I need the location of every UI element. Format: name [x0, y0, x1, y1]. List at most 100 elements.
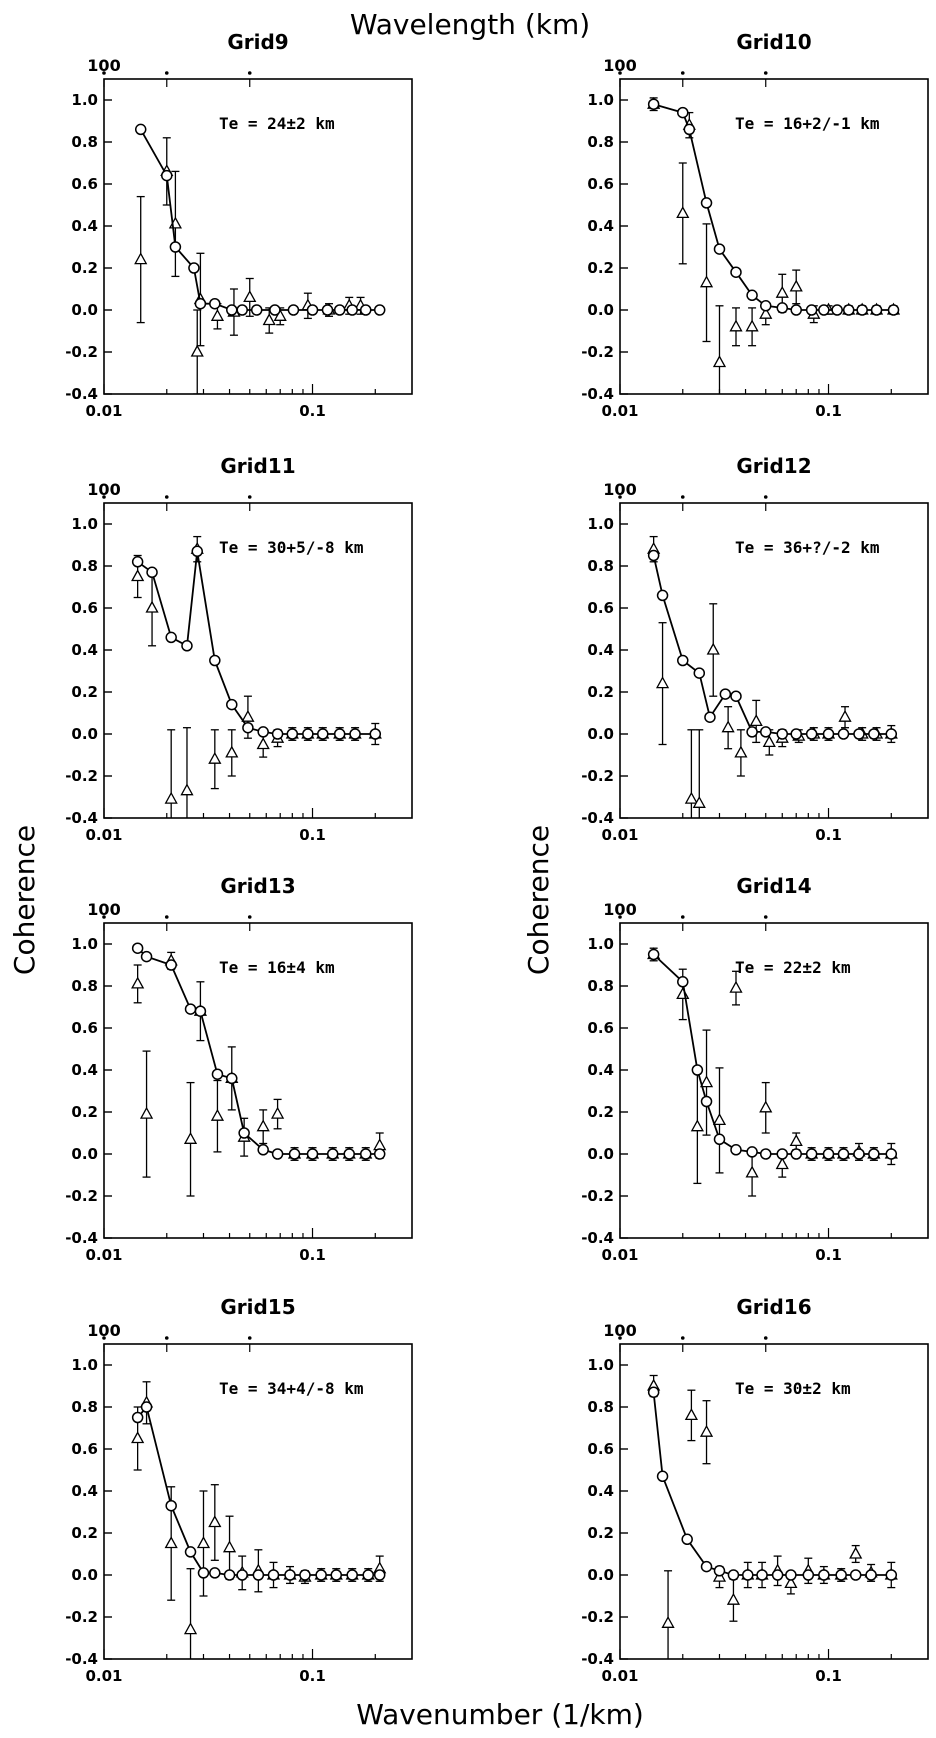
top-tick-dot: [102, 71, 106, 75]
circle-point: [730, 1144, 742, 1156]
circle-point: [776, 728, 789, 740]
top-tick-dot: [164, 71, 169, 75]
plot-area: [131, 535, 382, 818]
circle-point: [790, 304, 802, 316]
circle-point: [165, 1499, 177, 1512]
circle-point: [191, 545, 203, 558]
triangle-point: [699, 1424, 714, 1437]
series-line: [652, 953, 892, 1155]
triangle-point: [145, 600, 159, 613]
x-tick-label: 0.01: [601, 1667, 638, 1685]
x-tick-label: 0.1: [299, 1667, 326, 1685]
circle-point: [269, 304, 281, 316]
circle-point: [677, 106, 689, 119]
circle-point: [333, 728, 346, 740]
y-tick-label: 0.8: [71, 557, 98, 575]
circle-point: [146, 566, 158, 579]
y-tick-label: 0.6: [587, 1019, 614, 1037]
x-tick-label: 0.01: [601, 402, 638, 420]
circle-point: [759, 726, 772, 738]
y-tick-label: 0.0: [71, 301, 98, 319]
triangle-point: [676, 206, 690, 219]
plot-area: [131, 1381, 387, 1659]
triangle-point: [256, 737, 270, 750]
chart-title: Grid13: [220, 874, 295, 898]
triangle-point: [196, 1536, 211, 1549]
plot-area: [134, 123, 386, 394]
top-tick-dot: [164, 1336, 169, 1340]
x-tick-label: 0.01: [85, 826, 122, 844]
circle-point: [209, 297, 221, 310]
triangle-point: [655, 676, 670, 689]
y-tick-label: 0.0: [587, 1566, 614, 1584]
chart-title: Grid12: [736, 454, 811, 478]
circle-point: [140, 1401, 153, 1413]
y-tick-label: 0.4: [71, 641, 98, 659]
circle-point: [194, 297, 207, 310]
circle-point: [656, 1470, 669, 1483]
circle-point: [306, 1148, 319, 1160]
circle-point: [805, 304, 818, 316]
chart-panel-6: Grid14 Te = 22±2 km 1.0 0.8 0.6 0.4 0.2 0.0 -0.2…: [581, 874, 929, 1264]
plot-area: [647, 96, 901, 394]
y-tick-label: 1.0: [587, 515, 614, 533]
circle-series: [134, 123, 386, 316]
circle-series: [647, 948, 898, 1160]
top-tick-dot: [102, 1336, 106, 1340]
circle-point: [704, 711, 716, 723]
top-tick-dot: [763, 71, 768, 75]
chart-title: Grid14: [736, 874, 811, 898]
circle-point: [317, 728, 329, 740]
top-tick-dot: [680, 495, 685, 499]
circle-point: [165, 631, 177, 644]
circle-point: [343, 1148, 355, 1160]
top-tick-dot: [680, 71, 685, 75]
top-tick-dot: [680, 915, 685, 919]
circle-point: [730, 690, 742, 702]
triangle-point: [789, 1134, 803, 1147]
chart-title: Grid9: [227, 30, 288, 54]
y-tick-label: 0.2: [71, 1524, 98, 1542]
circle-point: [656, 589, 669, 602]
y-tick-label: 0.2: [71, 259, 98, 277]
chart-panel-3: Grid11 Te = 30+5/-8 km 1.0 0.8 0.6 0.4 0.2 0.0 -…: [65, 454, 413, 844]
circle-point: [887, 304, 900, 316]
te-annotation: Te = 22±2 km: [735, 958, 851, 977]
circle-point: [776, 302, 789, 314]
top-tick-dot: [618, 1336, 622, 1340]
triangle-series: [131, 1381, 387, 1659]
top-tick-label: 100: [87, 56, 120, 75]
circle-point: [837, 728, 850, 740]
circle-point: [700, 197, 713, 209]
plot-frame: [619, 922, 929, 1239]
circle-point: [746, 289, 758, 302]
y-tick-label: 0.0: [587, 725, 614, 743]
y-tick-label: 1.0: [587, 1356, 614, 1374]
y-tick-label: 0.8: [587, 133, 614, 151]
x-tick-label: 0.01: [601, 1246, 638, 1264]
x-tick-label: 0.1: [815, 402, 842, 420]
y-tick-label: 0.0: [587, 1145, 614, 1163]
y-tick-label: 0.2: [587, 1524, 614, 1542]
circle-point: [647, 948, 660, 961]
triangle-point: [762, 735, 776, 748]
triangle-point: [775, 285, 789, 298]
x-tick-label: 0.01: [85, 402, 122, 420]
y-tick-label: -0.4: [65, 385, 98, 403]
triangle-point: [745, 1165, 759, 1178]
triangle-series: [647, 535, 898, 818]
circle-point: [271, 1148, 284, 1160]
chart-panel-4: Grid12 Te = 36+?/-2 km 1.0 0.8 0.6 0.4 0.2 0.0 -…: [581, 454, 929, 844]
circle-point: [250, 304, 263, 316]
triangle-point: [164, 791, 178, 804]
y-tick-label: 0.6: [587, 1440, 614, 1458]
plot-area: [131, 942, 387, 1197]
circle-series: [647, 1386, 898, 1581]
triangle-point: [759, 306, 773, 319]
triangle-point: [661, 1615, 675, 1628]
triangle-point: [684, 1408, 698, 1421]
circle-point: [713, 243, 726, 255]
y-tick-label: 0.2: [587, 1103, 614, 1121]
figure-right-label: Coherence: [522, 825, 555, 975]
triangle-point: [210, 308, 225, 321]
